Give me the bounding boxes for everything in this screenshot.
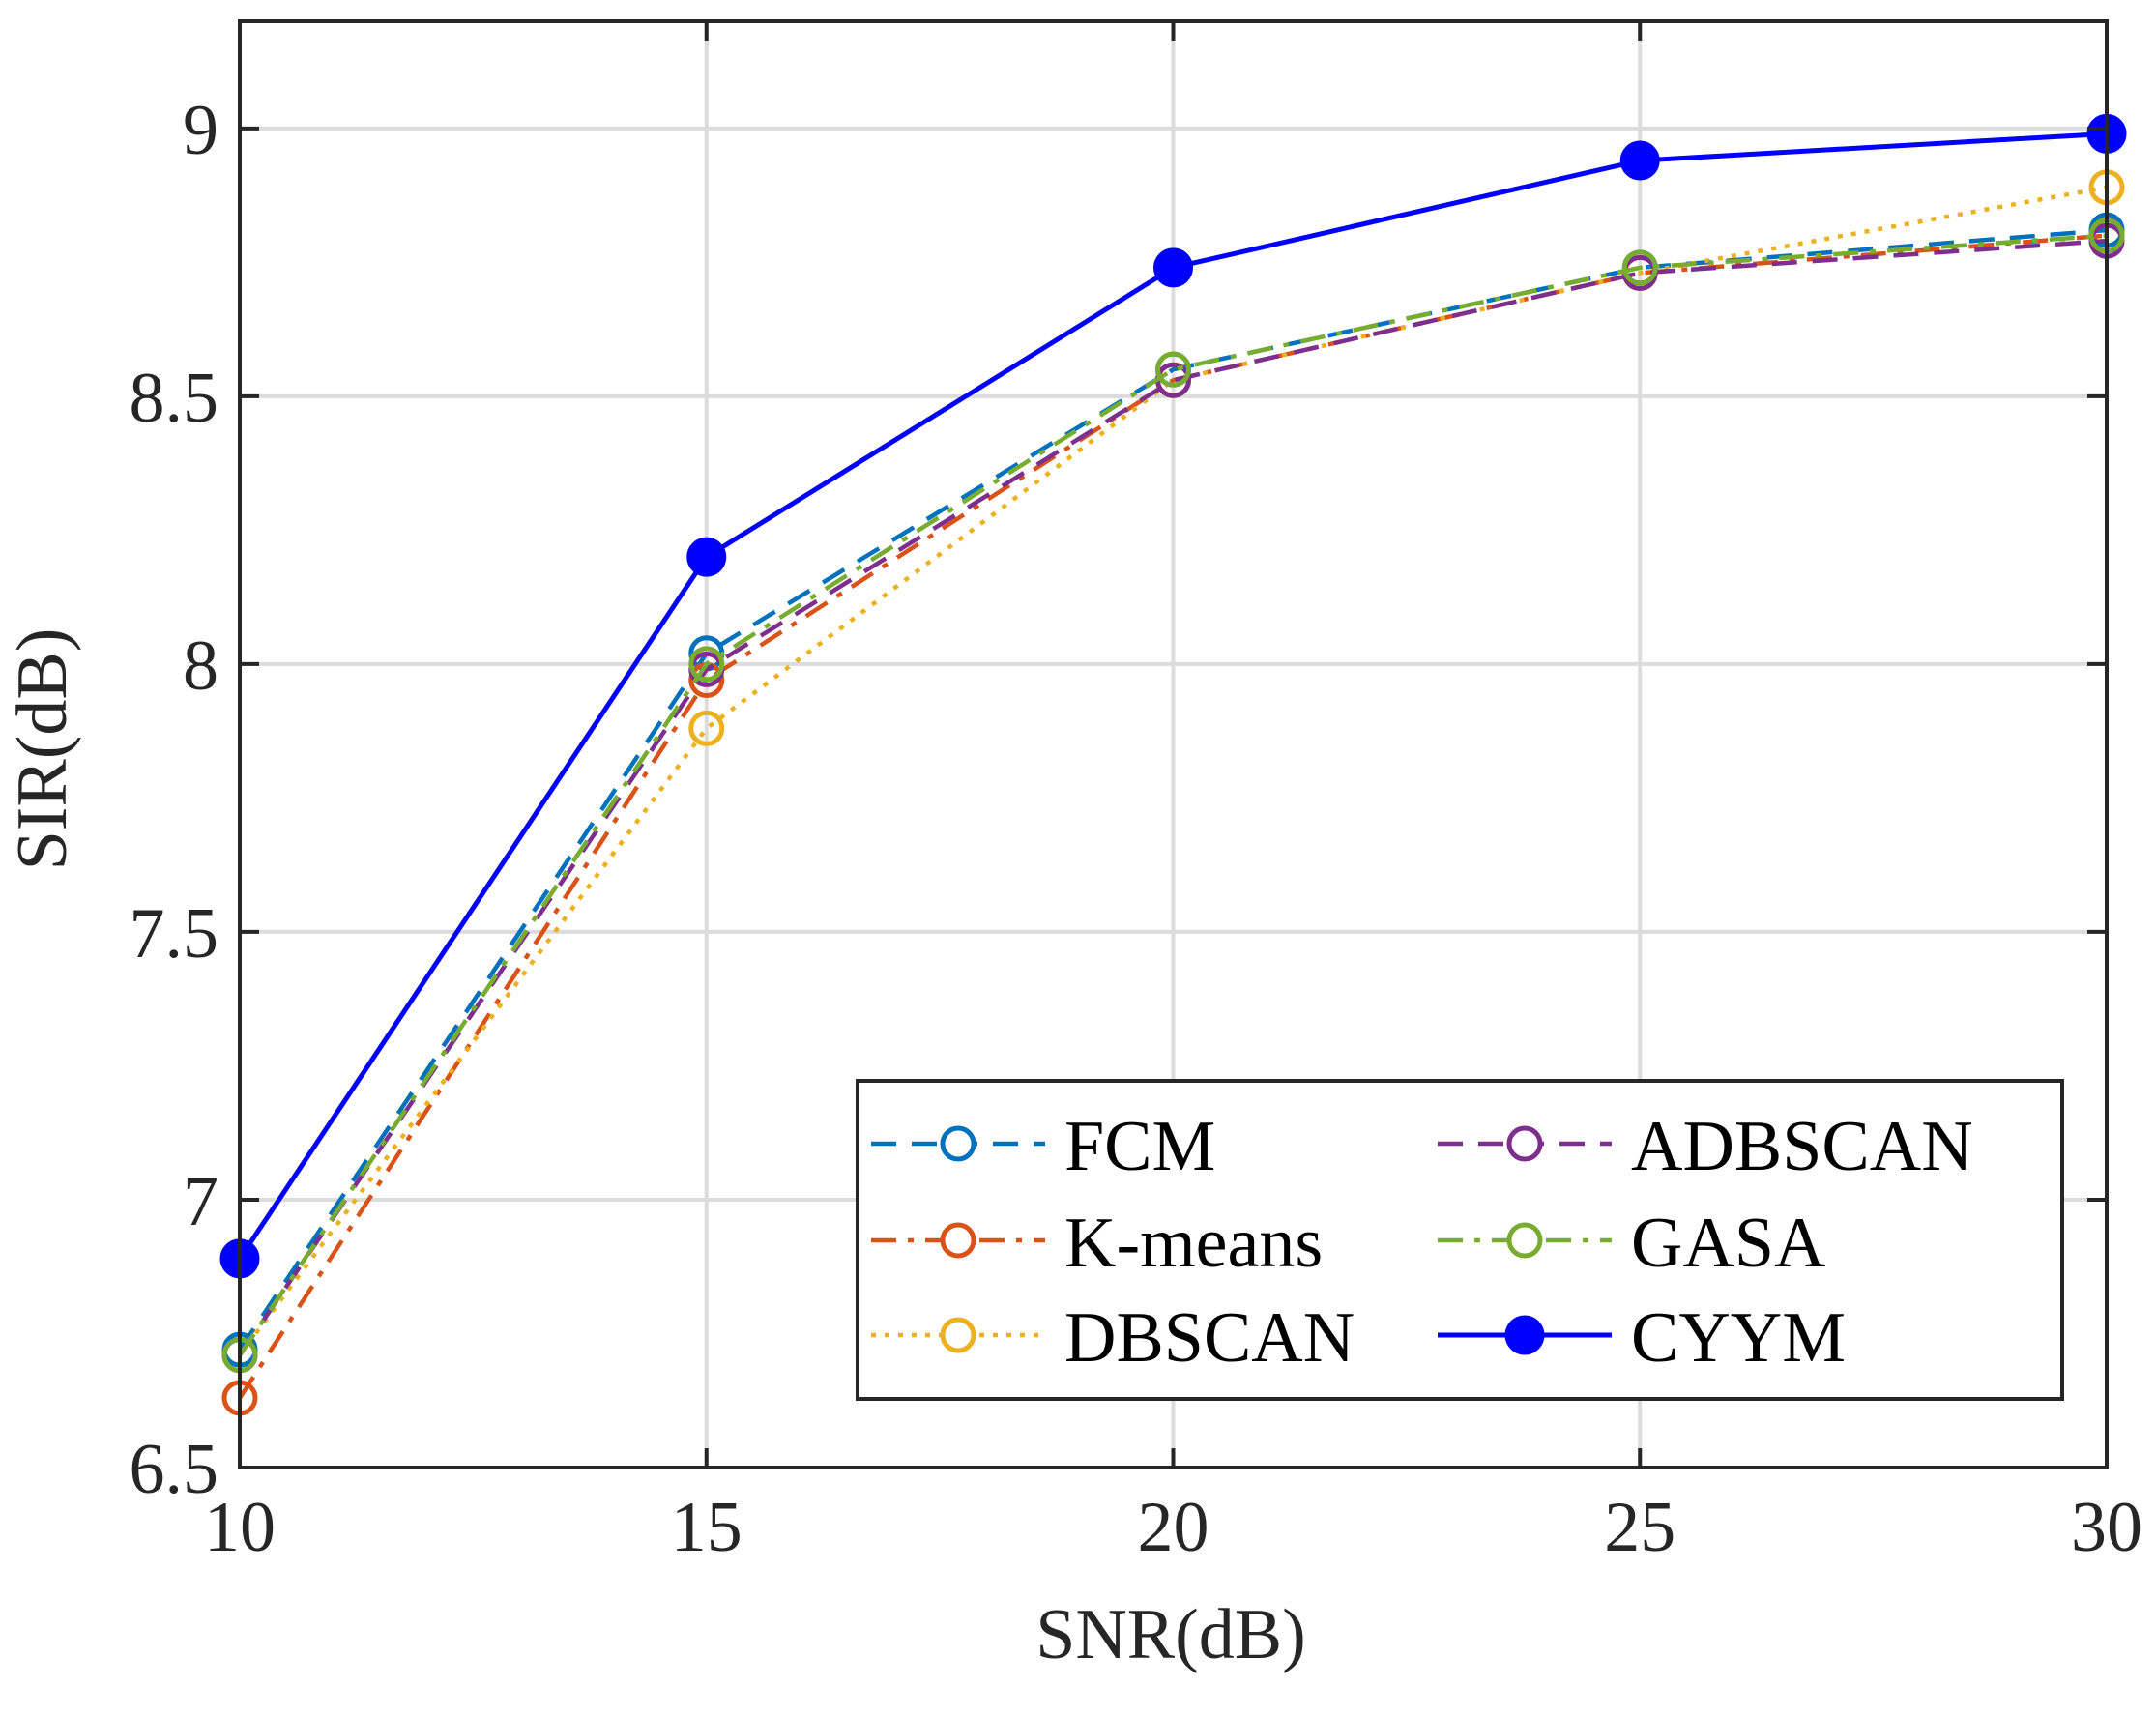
x-tick-label: 10 [204, 1488, 276, 1567]
y-tick-label: 7 [183, 1162, 219, 1241]
y-axis-label: SIR(dB) [3, 628, 82, 871]
legend-item-gasa: GASA [1438, 1204, 1825, 1283]
series-line-k-means [238, 233, 2108, 1400]
legend-marker-adbscan [1506, 1125, 1543, 1162]
legend-marker-fcm [940, 1125, 976, 1162]
legend-item-adbscan: ADBSCAN [1438, 1107, 1973, 1186]
legend-label-dbscan: DBSCAN [1064, 1298, 1355, 1378]
x-tick-label: 20 [1138, 1488, 1209, 1567]
data-point-gasa [1621, 249, 1658, 286]
legend-label-k-means: K-means [1064, 1204, 1323, 1283]
data-point-gasa [688, 646, 725, 683]
legend-item-dbscan: DBSCAN [871, 1298, 1355, 1378]
legend-label-adbscan: ADBSCAN [1631, 1107, 1973, 1186]
data-point-cyym [1153, 247, 1193, 288]
series-line-gasa [238, 233, 2108, 1356]
data-point-gasa [1155, 351, 1191, 388]
x-tick-label: 15 [671, 1488, 743, 1567]
legend-marker-dbscan [940, 1317, 976, 1353]
legend: FCM K-means DBSCAN ADBSCAN GASA CYYM [856, 1079, 2064, 1401]
y-tick-label: 9 [183, 91, 219, 170]
legend-marker-gasa [1506, 1222, 1543, 1259]
legend-item-k-means: K-means [871, 1204, 1323, 1283]
y-tick-label: 6.5 [130, 1430, 219, 1509]
legend-item-fcm: FCM [871, 1107, 1215, 1186]
series-line-fcm [238, 227, 2108, 1352]
legend-label-cyym: CYYM [1631, 1298, 1846, 1378]
x-axis-label: SNR(dB) [1035, 1595, 1306, 1674]
y-tick-label: 8 [183, 626, 219, 706]
legend-marker-cyym [1504, 1315, 1545, 1355]
data-point-dbscan [688, 710, 725, 746]
x-tick-label: 25 [1604, 1488, 1675, 1567]
x-tick-label: 30 [2071, 1488, 2142, 1567]
y-tick-label: 8.5 [130, 359, 219, 438]
legend-label-fcm: FCM [1064, 1107, 1215, 1186]
legend-item-cyym: CYYM [1438, 1298, 1846, 1378]
data-point-cyym [686, 537, 727, 577]
y-tick-label: 7.5 [130, 894, 219, 974]
tick-labels: 10 15 20 25 30 6.5 7 7.5 8 8.5 9 [130, 91, 2143, 1567]
data-point-cyym [1619, 140, 1660, 181]
legend-marker-k-means [940, 1222, 976, 1259]
legend-label-gasa: GASA [1631, 1204, 1825, 1283]
ticks [238, 21, 2109, 1469]
